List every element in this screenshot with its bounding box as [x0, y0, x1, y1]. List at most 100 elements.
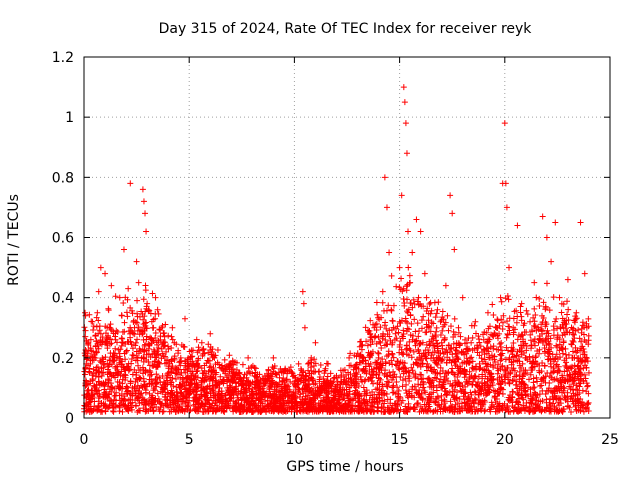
data-point [195, 362, 202, 369]
data-point [574, 363, 581, 370]
data-point [110, 354, 117, 361]
data-point [207, 405, 214, 412]
data-point [354, 380, 361, 387]
data-point [483, 363, 490, 370]
data-point [223, 404, 230, 411]
data-point [417, 340, 424, 347]
data-point [313, 407, 320, 414]
data-point [288, 368, 295, 375]
data-point [337, 384, 344, 391]
data-point [133, 258, 140, 265]
data-point [572, 316, 579, 323]
data-point [478, 390, 485, 397]
data-point [426, 324, 433, 331]
data-point [540, 377, 547, 384]
data-point [502, 180, 509, 187]
data-point [191, 376, 198, 383]
data-point [423, 341, 430, 348]
data-point [106, 357, 113, 364]
data-point [489, 382, 496, 389]
data-point [118, 361, 125, 368]
data-point [575, 326, 582, 333]
data-point [571, 362, 578, 369]
data-point [146, 362, 153, 369]
data-point [289, 392, 296, 399]
data-point [406, 345, 413, 352]
data-point [539, 360, 546, 367]
data-point [187, 368, 194, 375]
data-point [499, 350, 506, 357]
data-point [518, 300, 525, 307]
data-point [127, 338, 134, 345]
data-point [280, 405, 287, 412]
data-point [451, 358, 458, 365]
data-point [184, 399, 191, 406]
data-point [414, 298, 421, 305]
data-point [471, 345, 478, 352]
data-point [559, 345, 566, 352]
data-point [493, 346, 500, 353]
data-point [406, 390, 413, 397]
data-point [282, 390, 289, 397]
data-point [199, 379, 206, 386]
data-point [425, 393, 432, 400]
data-point [212, 381, 219, 388]
data-point [366, 396, 373, 403]
data-point [414, 356, 421, 363]
data-point [417, 357, 424, 364]
data-point [303, 399, 310, 406]
data-point [94, 406, 101, 413]
data-point [155, 337, 162, 344]
data-point [171, 353, 178, 360]
data-point [427, 397, 434, 404]
data-point [174, 365, 181, 372]
data-point [384, 396, 391, 403]
data-point [413, 337, 420, 344]
data-point [219, 366, 226, 373]
data-point [449, 365, 456, 372]
data-point [243, 408, 250, 415]
data-point [377, 324, 384, 331]
data-point [498, 378, 505, 385]
data-point [571, 319, 578, 326]
data-point [534, 378, 541, 385]
data-point [199, 351, 206, 358]
data-point [167, 381, 174, 388]
data-point [510, 315, 517, 322]
data-point [504, 364, 511, 371]
data-point [215, 390, 222, 397]
data-point [149, 290, 156, 297]
data-point [475, 397, 482, 404]
data-point [273, 394, 280, 401]
data-point [211, 369, 218, 376]
data-point [344, 391, 351, 398]
data-point [434, 306, 441, 313]
data-point [500, 312, 507, 319]
data-point [434, 345, 441, 352]
data-point [584, 400, 591, 407]
data-point [128, 406, 135, 413]
data-point [233, 379, 240, 386]
data-point [354, 390, 361, 397]
data-point [374, 407, 381, 414]
data-point [239, 361, 246, 368]
data-point [440, 350, 447, 357]
data-point [303, 408, 310, 415]
data-point [403, 283, 410, 290]
data-point [96, 369, 103, 376]
data-point [426, 342, 433, 349]
data-point [530, 379, 537, 386]
data-point [134, 297, 141, 304]
data-point [234, 394, 241, 401]
data-point [331, 387, 338, 394]
data-point [415, 347, 422, 354]
data-point [390, 354, 397, 361]
data-point [434, 394, 441, 401]
data-point [123, 348, 130, 355]
data-point [150, 408, 157, 415]
data-point [211, 392, 218, 399]
data-point [447, 407, 454, 414]
data-point [480, 336, 487, 343]
data-point [383, 325, 390, 332]
data-point [513, 319, 520, 326]
